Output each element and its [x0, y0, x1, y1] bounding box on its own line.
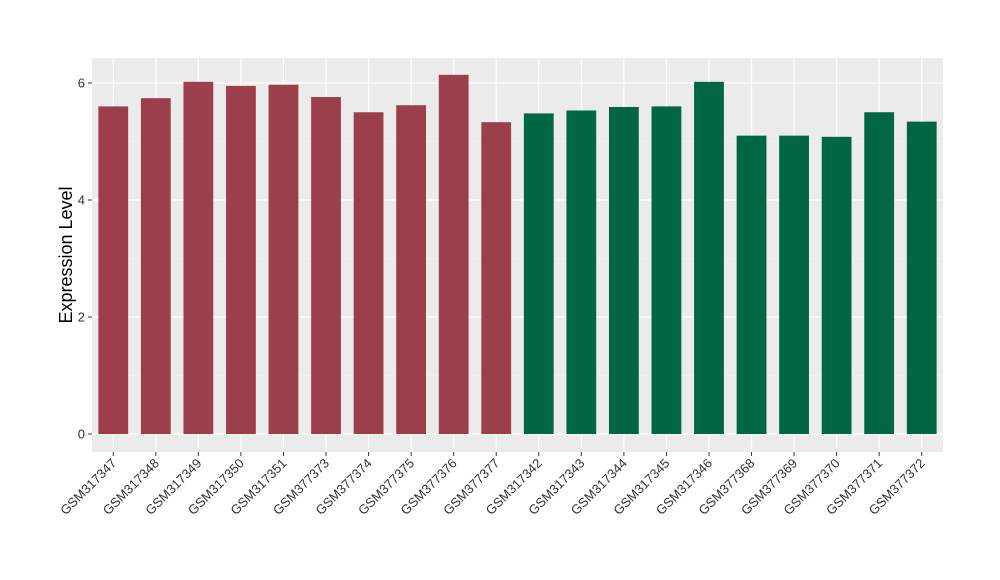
y-tick-label: 2	[78, 310, 85, 325]
y-tick-label: 4	[78, 193, 85, 208]
x-axis: GSM317347GSM317348GSM317349GSM317350GSM3…	[57, 452, 928, 518]
bar	[694, 81, 724, 434]
bar	[268, 84, 299, 434]
bar	[353, 112, 384, 434]
y-tick-label: 6	[78, 76, 85, 91]
y-tick-label: 0	[78, 427, 85, 442]
y-axis-title: Expression Level	[56, 186, 76, 323]
bar	[396, 105, 427, 434]
bar	[226, 85, 256, 435]
bar	[481, 122, 512, 434]
plot-panel	[92, 58, 943, 452]
bar	[140, 98, 171, 435]
y-axis: 0 2 4 6	[78, 76, 92, 442]
bar	[311, 97, 341, 434]
bar	[736, 135, 767, 434]
bar	[651, 106, 682, 435]
bar	[523, 113, 554, 435]
bar	[864, 112, 895, 434]
bar	[821, 136, 852, 434]
bar	[906, 121, 937, 435]
bar	[566, 110, 597, 435]
bars	[98, 74, 937, 435]
bar	[438, 74, 469, 434]
bar	[183, 81, 214, 434]
bar	[98, 106, 129, 435]
bar	[608, 106, 639, 435]
bar	[779, 135, 809, 434]
